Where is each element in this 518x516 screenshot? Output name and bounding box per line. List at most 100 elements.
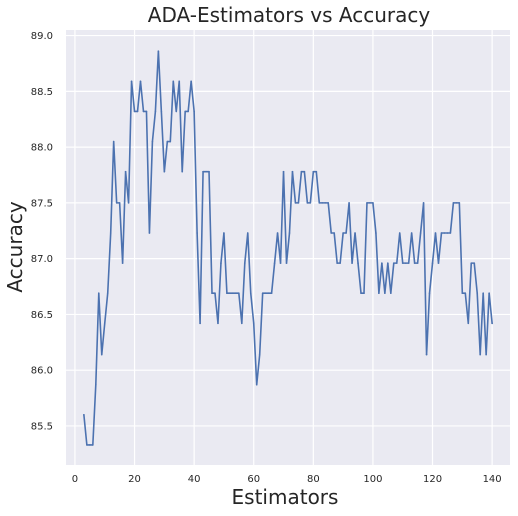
x-tick-label: 60 (247, 474, 260, 485)
data-point (488, 292, 490, 295)
data-point (97, 292, 100, 295)
data-point (172, 80, 175, 83)
data-point (384, 292, 386, 295)
data-point (464, 292, 467, 295)
data-point (133, 110, 136, 113)
data-point (467, 322, 470, 325)
data-point (479, 353, 482, 356)
data-point (160, 110, 163, 113)
data-point (92, 444, 94, 446)
data-point (142, 110, 145, 113)
y-tick-label: 88.5 (31, 87, 53, 98)
data-point (270, 292, 273, 295)
data-point (205, 170, 207, 173)
data-point (360, 292, 362, 295)
data-point (235, 292, 237, 295)
data-point (425, 353, 428, 356)
data-point (431, 262, 434, 264)
data-point (127, 202, 130, 204)
data-point (273, 262, 276, 264)
data-point (291, 170, 294, 173)
data-point (202, 170, 204, 173)
data-point (333, 232, 335, 234)
y-tick-label: 88.0 (31, 143, 53, 154)
x-axis-label: Estimators (232, 485, 339, 509)
data-point (106, 292, 109, 295)
y-tick-label: 89.0 (31, 31, 53, 42)
data-point (211, 292, 213, 295)
data-point (157, 50, 160, 52)
data-point (398, 232, 401, 234)
data-point (214, 292, 216, 295)
data-point (130, 80, 133, 83)
data-point (381, 262, 383, 264)
data-point (294, 202, 297, 204)
data-point (339, 262, 341, 264)
data-point (246, 232, 249, 234)
data-point (470, 262, 473, 264)
data-point (315, 170, 318, 173)
data-point (166, 140, 169, 143)
data-point (255, 383, 258, 386)
data-point (437, 262, 440, 264)
data-point (226, 292, 228, 295)
data-point (482, 292, 484, 295)
data-point (404, 262, 407, 264)
x-tick-label: 100 (363, 474, 382, 485)
data-point (190, 80, 192, 83)
data-point (440, 232, 443, 234)
data-point (449, 232, 452, 234)
data-point (261, 292, 264, 295)
data-point (491, 322, 493, 325)
data-point (220, 262, 222, 264)
data-point (154, 110, 157, 113)
data-point (258, 353, 261, 356)
y-tick-label: 87.5 (31, 198, 53, 209)
data-point (297, 202, 300, 204)
data-point (238, 292, 240, 295)
data-point (223, 232, 225, 234)
data-point (419, 232, 422, 234)
data-point (321, 202, 324, 204)
data-point (422, 202, 425, 204)
data-point (139, 80, 142, 83)
y-axis-ticks: 85.5 86.0 86.5 87.0 87.5 88.0 88.5 89.0 (31, 31, 53, 432)
data-point (109, 232, 112, 234)
data-point (375, 232, 377, 234)
x-tick-label: 140 (483, 474, 502, 485)
data-point (229, 292, 231, 295)
data-point (288, 232, 291, 234)
data-point (452, 202, 455, 204)
data-point (163, 170, 166, 173)
series-line (83, 50, 493, 446)
data-point (390, 292, 392, 295)
data-point (369, 202, 371, 204)
data-point (476, 292, 479, 295)
data-point (181, 170, 184, 173)
data-point (86, 444, 88, 446)
data-point (351, 262, 353, 264)
data-point (282, 170, 285, 173)
data-point (279, 262, 282, 264)
grid-lines (66, 30, 510, 465)
data-point (103, 322, 106, 325)
data-point (354, 232, 356, 234)
data-point (392, 262, 395, 264)
data-point (115, 202, 118, 204)
chart-title: ADA-Estimators vs Accuracy (148, 3, 431, 27)
data-point (136, 110, 139, 113)
data-point (410, 232, 413, 234)
data-point (175, 110, 178, 113)
data-point (348, 202, 350, 204)
data-point (100, 353, 103, 356)
data-point (217, 322, 219, 325)
data-point (327, 202, 330, 204)
data-point (145, 110, 148, 113)
data-point (345, 232, 347, 234)
data-point (387, 262, 389, 264)
x-tick-label: 120 (423, 474, 442, 485)
data-point (443, 232, 446, 234)
data-point (124, 170, 127, 173)
data-point (330, 232, 333, 234)
